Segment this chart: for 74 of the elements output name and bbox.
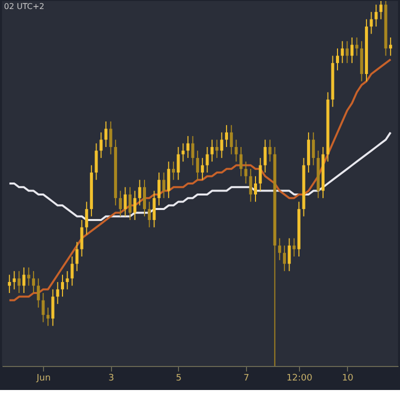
- candlestick: [80, 220, 84, 257]
- candlestick: [234, 139, 238, 162]
- candlestick: [85, 201, 88, 236]
- candlestick: [176, 146, 180, 180]
- candlestick: [70, 256, 74, 286]
- candlestick: [340, 40, 344, 64]
- candlestick: [152, 190, 156, 228]
- x-tick-label: 12:00: [286, 374, 313, 384]
- candlestick: [157, 172, 160, 206]
- x-tick-label: 7: [243, 374, 250, 384]
- candlestick: [196, 150, 200, 180]
- candlestick: [312, 132, 315, 166]
- candlestick: [215, 139, 218, 158]
- candlestick: [292, 238, 296, 257]
- candlestick: [128, 186, 132, 220]
- candlestick: [278, 238, 282, 261]
- candlestick: [210, 139, 214, 162]
- candlestick: [379, 0, 382, 20]
- candlestick: [172, 161, 175, 180]
- candlestick: [51, 288, 54, 326]
- candlestick: [138, 179, 142, 206]
- candlestick: [133, 190, 136, 220]
- candlestick: [18, 270, 21, 294]
- candlestick: [244, 161, 248, 184]
- candlestick: [27, 266, 30, 286]
- candlestick: [374, 4, 378, 28]
- candlestick: [230, 124, 233, 155]
- candlestick: [258, 157, 262, 192]
- candlestick: [36, 278, 40, 308]
- candlestick: [104, 120, 108, 148]
- candlestick: [336, 48, 340, 71]
- candlestick: [191, 136, 194, 166]
- candlestick: [22, 266, 26, 294]
- candlestick: [66, 270, 69, 290]
- candlestick: [355, 37, 358, 56]
- candlestick: [32, 270, 36, 294]
- candlestick: [225, 124, 228, 148]
- candlestick: [100, 132, 103, 158]
- candlestick: [254, 176, 257, 202]
- candlestick: [148, 201, 151, 228]
- candlestick: [56, 282, 60, 304]
- candlestick: [8, 274, 11, 294]
- candlestick: [268, 139, 272, 162]
- candlestick: [118, 190, 122, 217]
- x-tick-label: Jun: [36, 374, 51, 384]
- candlestick: [186, 136, 190, 158]
- candlestick: [42, 292, 45, 323]
- candlestick: [162, 172, 166, 199]
- x-tick-label: 5: [176, 374, 182, 384]
- candlestick: [200, 157, 204, 180]
- candlestick: [75, 241, 78, 272]
- candlestick: [46, 307, 50, 326]
- candlestick: [143, 179, 146, 217]
- candlestick: [124, 186, 127, 217]
- candlestick: [288, 238, 291, 272]
- x-tick-label: 3: [108, 374, 114, 384]
- candlestick: [206, 146, 209, 174]
- candlestick: [346, 40, 349, 64]
- candlestick: [94, 142, 98, 180]
- candlestick: [12, 270, 16, 290]
- x-tick-label: 10: [342, 374, 354, 384]
- candlestick: [167, 161, 170, 199]
- candlestick: [370, 11, 373, 34]
- candlestick: [182, 142, 185, 162]
- candlestick: [282, 245, 286, 272]
- candlestick: [350, 37, 354, 64]
- candlestick: [240, 146, 243, 177]
- candlestick: [60, 274, 64, 298]
- candlestick: [109, 120, 112, 155]
- candlestick: [389, 37, 392, 56]
- candlestick: [264, 139, 267, 174]
- candlestick: [249, 168, 252, 202]
- candlestick: [220, 132, 224, 158]
- annotation: 02 UTC+2: [4, 2, 44, 11]
